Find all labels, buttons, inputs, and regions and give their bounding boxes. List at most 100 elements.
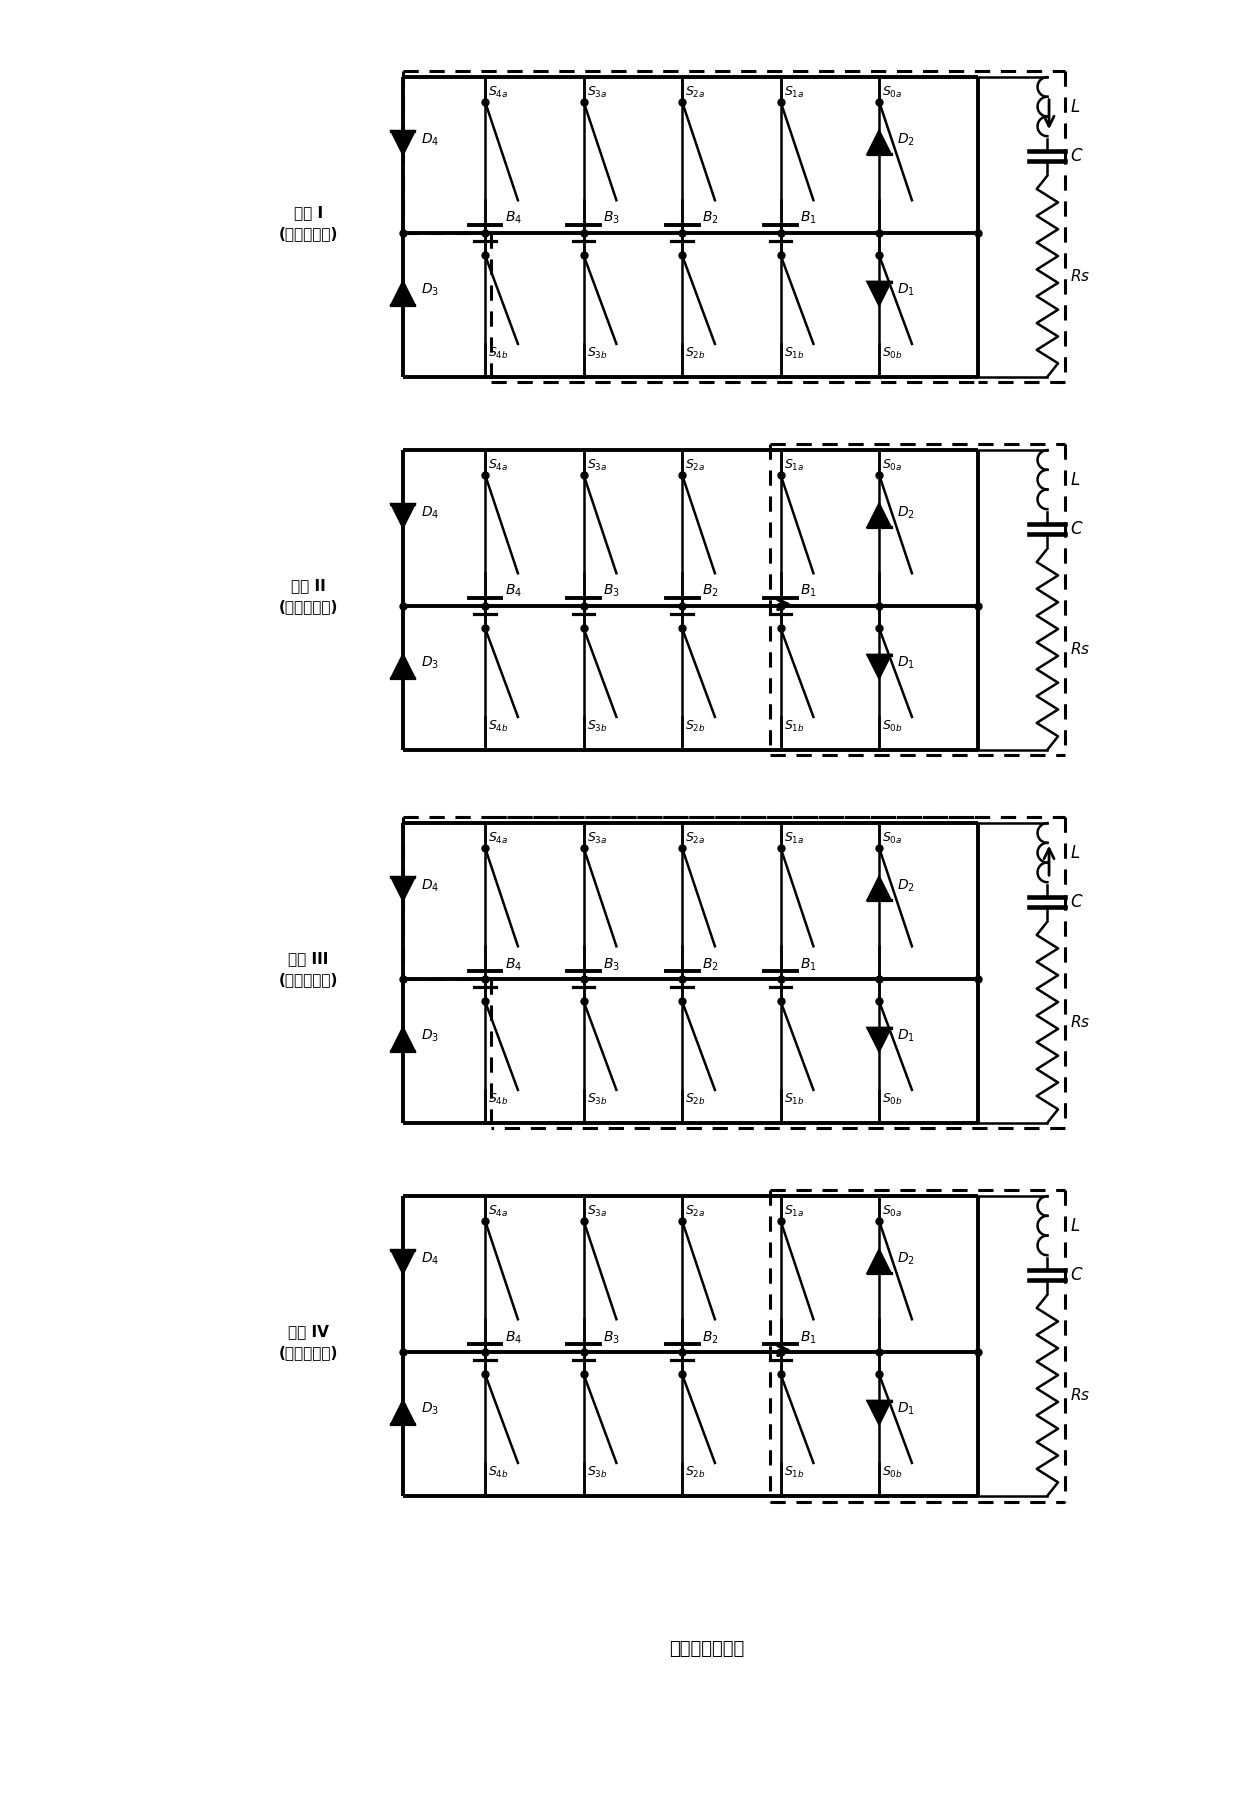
Text: $C$: $C$ <box>1070 1267 1084 1285</box>
Text: $S_{2b}$: $S_{2b}$ <box>686 346 706 360</box>
Polygon shape <box>868 654 890 678</box>
Text: $D_4$: $D_4$ <box>422 505 439 521</box>
Text: $B_2$: $B_2$ <box>702 584 718 600</box>
Text: $S_{1a}$: $S_{1a}$ <box>784 85 805 101</box>
Text: $D_3$: $D_3$ <box>422 1027 439 1045</box>
Text: $S_{0b}$: $S_{0b}$ <box>883 719 903 733</box>
Text: $S_{3b}$: $S_{3b}$ <box>587 719 608 733</box>
Text: $S_{2a}$: $S_{2a}$ <box>686 85 706 101</box>
Text: $S_{1b}$: $S_{1b}$ <box>784 1465 805 1479</box>
Text: $S_{1b}$: $S_{1b}$ <box>784 1092 805 1106</box>
Text: $B_3$: $B_3$ <box>604 584 620 600</box>
Text: $S_{4b}$: $S_{4b}$ <box>489 719 508 733</box>
Text: $B_3$: $B_3$ <box>604 211 620 227</box>
Text: $S_{0b}$: $S_{0b}$ <box>883 1092 903 1106</box>
Polygon shape <box>868 1251 890 1274</box>
Text: $Rs$: $Rs$ <box>1070 268 1091 285</box>
Text: $C$: $C$ <box>1070 521 1084 539</box>
Text: $B_3$: $B_3$ <box>604 1330 620 1346</box>
Text: $S_{3b}$: $S_{3b}$ <box>587 346 608 360</box>
Text: $B_2$: $B_2$ <box>702 211 718 227</box>
Text: $S_{4a}$: $S_{4a}$ <box>489 1204 508 1220</box>
Polygon shape <box>392 1251 414 1274</box>
Text: $S_{1b}$: $S_{1b}$ <box>784 719 805 733</box>
Text: $B_1$: $B_1$ <box>800 211 817 227</box>
Text: $D_2$: $D_2$ <box>898 1251 915 1267</box>
Polygon shape <box>392 654 414 678</box>
Text: $L$: $L$ <box>1070 843 1080 861</box>
Text: $S_{1a}$: $S_{1a}$ <box>784 458 805 474</box>
Text: $B_4$: $B_4$ <box>505 1330 522 1346</box>
Text: $S_{1a}$: $S_{1a}$ <box>784 831 805 847</box>
Text: $S_{2b}$: $S_{2b}$ <box>686 1092 706 1106</box>
Text: $B_2$: $B_2$ <box>702 957 718 973</box>
Text: $S_{3a}$: $S_{3a}$ <box>587 1204 608 1220</box>
Text: $D_4$: $D_4$ <box>422 132 439 148</box>
Polygon shape <box>392 132 414 155</box>
Polygon shape <box>392 281 414 305</box>
Text: 阶段 III
(反极性充电): 阶段 III (反极性充电) <box>279 951 339 987</box>
Text: $L$: $L$ <box>1070 97 1080 115</box>
Text: $D_1$: $D_1$ <box>898 654 915 672</box>
Text: $S_{2a}$: $S_{2a}$ <box>686 831 706 847</box>
Polygon shape <box>868 878 890 901</box>
Text: $B_1$: $B_1$ <box>800 957 817 973</box>
Text: $S_{4a}$: $S_{4a}$ <box>489 831 508 847</box>
Text: $S_{3a}$: $S_{3a}$ <box>587 831 608 847</box>
Text: $S_{4b}$: $S_{4b}$ <box>489 346 508 360</box>
Text: $S_{3a}$: $S_{3a}$ <box>587 85 608 101</box>
Text: $D_4$: $D_4$ <box>422 1251 439 1267</box>
Text: $B_1$: $B_1$ <box>800 584 817 600</box>
Text: $S_{3b}$: $S_{3b}$ <box>587 1092 608 1106</box>
Text: $C$: $C$ <box>1070 894 1084 912</box>
Text: $D_2$: $D_2$ <box>898 505 915 521</box>
Polygon shape <box>392 1027 414 1051</box>
Text: $S_{0a}$: $S_{0a}$ <box>883 831 903 847</box>
Text: $D_4$: $D_4$ <box>422 878 439 894</box>
Text: $S_{1b}$: $S_{1b}$ <box>784 346 805 360</box>
Text: $L$: $L$ <box>1070 1216 1080 1234</box>
Text: $B_3$: $B_3$ <box>604 957 620 973</box>
Polygon shape <box>868 1400 890 1424</box>
Text: $D_3$: $D_3$ <box>422 281 439 299</box>
Text: $B_4$: $B_4$ <box>505 211 522 227</box>
Text: $S_{2b}$: $S_{2b}$ <box>686 719 706 733</box>
Text: $L$: $L$ <box>1070 470 1080 488</box>
Polygon shape <box>392 505 414 528</box>
Text: $D_2$: $D_2$ <box>898 878 915 894</box>
Text: $Rs$: $Rs$ <box>1070 1388 1091 1404</box>
Text: 高效率均衡模式: 高效率均衡模式 <box>670 1640 744 1658</box>
Polygon shape <box>868 281 890 305</box>
Text: $D_1$: $D_1$ <box>898 281 915 299</box>
Text: $Rs$: $Rs$ <box>1070 1015 1091 1031</box>
Text: $D_1$: $D_1$ <box>898 1400 915 1418</box>
Text: $S_{0a}$: $S_{0a}$ <box>883 458 903 474</box>
Text: $D_2$: $D_2$ <box>898 132 915 148</box>
Text: $C$: $C$ <box>1070 148 1084 166</box>
Text: $B_4$: $B_4$ <box>505 584 522 600</box>
Text: $D_3$: $D_3$ <box>422 654 439 672</box>
Text: 阶段 IV
(反极性放电): 阶段 IV (反极性放电) <box>279 1324 339 1361</box>
Text: $D_3$: $D_3$ <box>422 1400 439 1418</box>
Text: $B_4$: $B_4$ <box>505 957 522 973</box>
Text: $S_{4a}$: $S_{4a}$ <box>489 85 508 101</box>
Text: $S_{3b}$: $S_{3b}$ <box>587 1465 608 1479</box>
Text: $S_{0a}$: $S_{0a}$ <box>883 1204 903 1220</box>
Text: $S_{0b}$: $S_{0b}$ <box>883 1465 903 1479</box>
Text: $S_{4a}$: $S_{4a}$ <box>489 458 508 474</box>
Text: $S_{2a}$: $S_{2a}$ <box>686 458 706 474</box>
Text: $D_1$: $D_1$ <box>898 1027 915 1045</box>
Text: 阶段 I
(正极性充电): 阶段 I (正极性充电) <box>279 205 339 241</box>
Text: $B_1$: $B_1$ <box>800 1330 817 1346</box>
Text: $S_{4b}$: $S_{4b}$ <box>489 1092 508 1106</box>
Text: $S_{2b}$: $S_{2b}$ <box>686 1465 706 1479</box>
Text: $S_{0b}$: $S_{0b}$ <box>883 346 903 360</box>
Text: $Rs$: $Rs$ <box>1070 642 1091 658</box>
Polygon shape <box>392 878 414 901</box>
Text: $S_{2a}$: $S_{2a}$ <box>686 1204 706 1220</box>
Text: $S_{0a}$: $S_{0a}$ <box>883 85 903 101</box>
Text: $B_2$: $B_2$ <box>702 1330 718 1346</box>
Text: $S_{3a}$: $S_{3a}$ <box>587 458 608 474</box>
Polygon shape <box>868 505 890 528</box>
Polygon shape <box>868 1027 890 1051</box>
